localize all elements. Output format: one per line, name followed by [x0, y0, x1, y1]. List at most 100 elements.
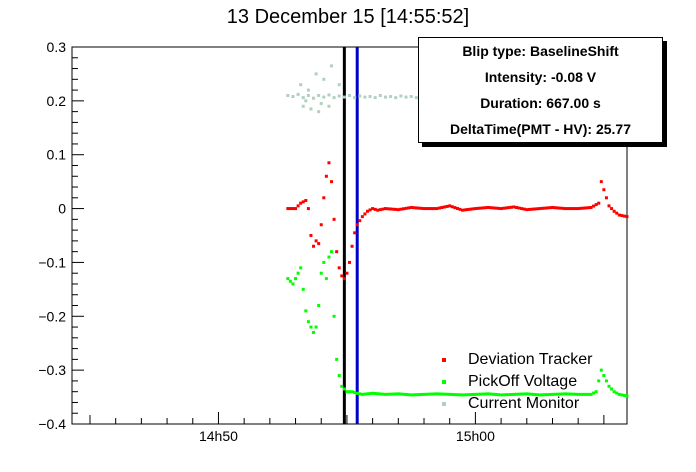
point-pickoff-voltage	[445, 392, 449, 396]
point-deviation-tracker	[535, 207, 539, 211]
point-pickoff-voltage	[553, 392, 557, 396]
point-deviation-tracker	[422, 207, 426, 211]
point-pickoff-voltage	[612, 390, 616, 394]
axes	[71, 46, 628, 425]
point-pickoff-voltage	[455, 393, 459, 397]
point-pickoff-voltage	[566, 392, 570, 396]
point-pickoff-voltage	[550, 392, 554, 396]
legend-label-pickoff-voltage: PickOff Voltage	[468, 373, 578, 390]
point-deviation-tracker	[581, 206, 585, 210]
legend-marker-deviation-tracker	[442, 358, 446, 362]
point-pickoff-voltage	[401, 392, 405, 396]
point-pickoff-voltage	[373, 392, 377, 396]
point-deviation-tracker	[586, 206, 590, 210]
point-pickoff-voltage	[522, 392, 526, 396]
point-deviation-tracker	[342, 277, 346, 281]
point-deviation-tracker	[391, 207, 395, 211]
point-current-monitor	[319, 102, 323, 106]
point-deviation-tracker	[507, 206, 511, 210]
point-deviation-tracker	[471, 207, 475, 211]
point-pickoff-voltage	[319, 271, 323, 275]
point-pickoff-voltage	[317, 304, 321, 308]
point-deviation-tracker	[324, 174, 328, 178]
point-pickoff-voltage	[620, 393, 624, 397]
point-deviation-tracker	[440, 205, 444, 209]
point-deviation-tracker	[479, 206, 483, 210]
point-deviation-tracker	[530, 207, 534, 211]
point-pickoff-voltage	[414, 393, 418, 397]
point-pickoff-voltage	[604, 379, 608, 383]
point-deviation-tracker	[568, 207, 572, 211]
point-pickoff-voltage	[581, 392, 585, 396]
point-deviation-tracker	[553, 206, 557, 210]
point-pickoff-voltage	[291, 282, 295, 286]
point-pickoff-voltage	[296, 271, 300, 275]
point-pickoff-voltage	[507, 393, 511, 397]
point-pickoff-voltage	[466, 393, 470, 397]
point-current-monitor	[317, 110, 321, 114]
point-pickoff-voltage	[473, 392, 477, 396]
point-current-monitor	[348, 93, 351, 97]
point-deviation-tracker	[286, 207, 290, 211]
point-deviation-tracker	[579, 206, 583, 210]
point-pickoff-voltage	[350, 390, 354, 394]
point-pickoff-voltage	[486, 392, 490, 396]
point-current-monitor	[342, 95, 346, 99]
point-deviation-tracker	[533, 207, 536, 211]
point-pickoff-voltage	[327, 255, 331, 259]
point-pickoff-voltage	[358, 392, 362, 396]
point-pickoff-voltage	[625, 394, 629, 398]
point-pickoff-voltage	[409, 393, 413, 397]
point-pickoff-voltage	[481, 392, 485, 396]
point-deviation-tracker	[610, 207, 614, 211]
point-pickoff-voltage	[332, 314, 336, 318]
point-pickoff-voltage	[525, 392, 529, 396]
point-current-monitor	[291, 95, 295, 99]
y-tick-label: 0	[58, 201, 66, 217]
point-deviation-tracker	[512, 205, 516, 209]
point-current-monitor	[322, 95, 326, 99]
point-pickoff-voltage	[461, 393, 465, 397]
point-deviation-tracker	[448, 204, 452, 208]
point-pickoff-voltage	[545, 393, 549, 397]
point-deviation-tracker	[625, 215, 629, 219]
point-pickoff-voltage	[440, 392, 444, 396]
point-deviation-tracker	[515, 205, 519, 209]
point-deviation-tracker	[527, 207, 531, 211]
point-pickoff-voltage	[309, 325, 313, 329]
point-deviation-tracker	[396, 208, 400, 212]
point-deviation-tracker	[576, 207, 580, 211]
point-deviation-tracker	[299, 201, 303, 205]
point-deviation-tracker	[378, 208, 382, 212]
point-pickoff-voltage	[345, 390, 349, 394]
point-pickoff-voltage	[615, 391, 619, 395]
y-tick-label: −0.1	[38, 254, 66, 270]
legend-entry-deviation-tracker: Deviation Tracker	[434, 349, 634, 371]
point-deviation-tracker	[556, 206, 560, 210]
point-deviation-tracker	[589, 205, 593, 209]
point-pickoff-voltage	[396, 392, 400, 396]
point-pickoff-voltage	[502, 393, 506, 397]
point-deviation-tracker	[427, 207, 431, 211]
point-deviation-tracker	[404, 206, 408, 210]
point-deviation-tracker	[617, 213, 621, 217]
point-deviation-tracker	[350, 244, 354, 248]
point-pickoff-voltage	[512, 392, 516, 396]
point-deviation-tracker	[486, 205, 490, 209]
blip-type-text: Blip type: BaselineShift	[462, 43, 619, 59]
point-pickoff-voltage	[471, 392, 475, 396]
point-pickoff-voltage	[443, 392, 447, 396]
point-pickoff-voltage	[610, 387, 614, 391]
point-pickoff-voltage	[371, 391, 375, 395]
point-deviation-tracker	[335, 250, 339, 254]
point-deviation-tracker	[450, 205, 454, 209]
tick-labels: 0.3 0.2 0.1 0 −0.1 −0.2 −0.3 −0.4 14h50 15h00	[38, 39, 495, 444]
point-current-monitor	[399, 94, 403, 98]
point-pickoff-voltage	[304, 309, 308, 313]
point-deviation-tracker	[288, 207, 292, 211]
point-deviation-tracker	[376, 208, 380, 212]
point-pickoff-voltage	[412, 393, 416, 397]
y-tick-label: −0.4	[38, 416, 66, 432]
point-current-monitor	[363, 95, 367, 99]
point-pickoff-voltage	[450, 392, 454, 396]
